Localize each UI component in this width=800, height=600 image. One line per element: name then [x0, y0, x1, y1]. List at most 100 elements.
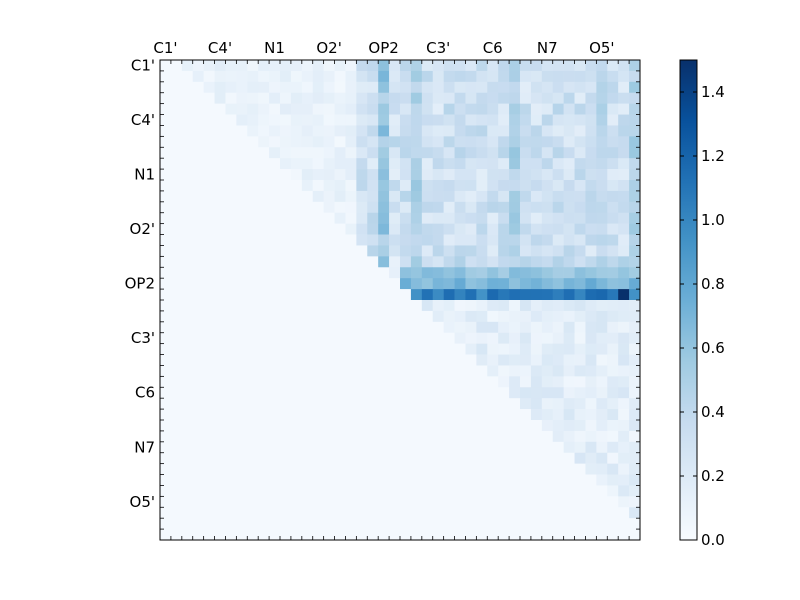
- heatmap-cell: [541, 496, 554, 508]
- heatmap-cell: [530, 223, 543, 235]
- heatmap-cell: [443, 463, 455, 475]
- heatmap-cell: [465, 278, 477, 290]
- heatmap-cell: [410, 169, 423, 181]
- heatmap-cell: [247, 267, 259, 279]
- heatmap-cell: [410, 332, 423, 344]
- heatmap-cell: [618, 256, 630, 268]
- heatmap-cell: [585, 409, 597, 421]
- heatmap-cell: [247, 441, 259, 454]
- heatmap-cell: [203, 81, 215, 94]
- heatmap-cell: [432, 245, 444, 257]
- heatmap-cell: [356, 529, 368, 541]
- heatmap-cell: [312, 332, 324, 344]
- heatmap-cell: [476, 136, 488, 148]
- heatmap-cell: [454, 125, 466, 137]
- heatmap-cell: [454, 136, 466, 148]
- heatmap-cell: [367, 430, 379, 443]
- heatmap-cell: [290, 201, 303, 214]
- heatmap-cell: [247, 92, 259, 104]
- heatmap-cell: [618, 103, 630, 115]
- heatmap-cell: [520, 103, 532, 115]
- heatmap-cell: [258, 245, 270, 257]
- heatmap-cell: [509, 310, 521, 323]
- heatmap-cell: [400, 376, 412, 388]
- heatmap-cell: [334, 169, 346, 181]
- heatmap-cell: [356, 114, 368, 126]
- heatmap-cell: [520, 70, 532, 83]
- heatmap-cell: [312, 409, 324, 421]
- heatmap-cell: [214, 452, 226, 464]
- heatmap-cell: [476, 496, 488, 508]
- heatmap-cell: [498, 245, 510, 257]
- heatmap-cell: [454, 92, 466, 104]
- heatmap-cell: [269, 430, 281, 443]
- heatmap-cell: [356, 507, 368, 519]
- heatmap-cell: [181, 376, 194, 388]
- heatmap-cell: [170, 474, 183, 486]
- heatmap-cell: [465, 81, 477, 94]
- heatmap-cell: [323, 158, 335, 170]
- heatmap-cell: [181, 452, 194, 464]
- heatmap-cell: [170, 430, 183, 443]
- y-tick-label: C6: [135, 384, 155, 402]
- heatmap-cell: [378, 201, 390, 214]
- x-tick-label: C1': [153, 39, 177, 57]
- heatmap-cell: [476, 158, 488, 170]
- heatmap-cell: [160, 463, 172, 475]
- heatmap-cell: [400, 474, 412, 486]
- heatmap-cell: [334, 474, 346, 486]
- heatmap-cell: [170, 136, 183, 148]
- heatmap-cell: [498, 354, 510, 366]
- heatmap-cell: [541, 245, 554, 257]
- heatmap-cell: [323, 529, 335, 541]
- heatmap-cell: [607, 70, 619, 83]
- heatmap-cell: [269, 398, 281, 410]
- heatmap-cell: [432, 321, 444, 334]
- heatmap-cell: [378, 60, 390, 72]
- heatmap-cell: [476, 507, 488, 519]
- heatmap-cell: [323, 321, 335, 334]
- heatmap-cell: [509, 300, 521, 312]
- heatmap-cell: [498, 114, 510, 126]
- heatmap-cell: [432, 474, 444, 486]
- heatmap-cell: [203, 321, 215, 334]
- heatmap-cell: [170, 201, 183, 214]
- heatmap-cell: [607, 92, 619, 104]
- heatmap-cell: [432, 310, 444, 323]
- heatmap-cell: [432, 103, 444, 115]
- heatmap-cell: [520, 485, 532, 497]
- heatmap-cell: [498, 267, 510, 279]
- heatmap-cell: [203, 256, 215, 268]
- heatmap-cell: [520, 180, 532, 192]
- heatmap-cell: [629, 125, 641, 137]
- heatmap-cell: [520, 376, 532, 388]
- heatmap-cell: [432, 267, 444, 279]
- heatmap-cell: [520, 310, 532, 323]
- heatmap-cell: [607, 147, 619, 159]
- heatmap-cell: [410, 452, 423, 464]
- heatmap-cell: [356, 300, 368, 312]
- heatmap-cell: [607, 201, 619, 214]
- heatmap-cell: [509, 365, 521, 377]
- heatmap-cell: [596, 158, 608, 170]
- heatmap-cell: [454, 300, 466, 312]
- heatmap-cell: [258, 267, 270, 279]
- heatmap-cell: [552, 125, 564, 137]
- heatmap-cell: [465, 212, 477, 224]
- colorbar-tick-label: 0.2: [701, 467, 725, 485]
- heatmap-cell: [607, 441, 619, 454]
- heatmap-cell: [530, 81, 543, 94]
- heatmap-cell: [214, 278, 226, 290]
- heatmap-cell: [400, 485, 412, 497]
- heatmap-cell: [574, 430, 586, 443]
- heatmap-cell: [181, 256, 194, 268]
- heatmap-cell: [443, 343, 455, 355]
- heatmap-cell: [203, 518, 215, 530]
- heatmap-cell: [389, 485, 401, 497]
- heatmap-cell: [629, 485, 641, 497]
- heatmap-cell: [323, 485, 335, 497]
- heatmap-cell: [400, 180, 412, 192]
- heatmap-cell: [541, 60, 554, 72]
- heatmap-cell: [345, 103, 357, 115]
- heatmap-cell: [618, 507, 630, 519]
